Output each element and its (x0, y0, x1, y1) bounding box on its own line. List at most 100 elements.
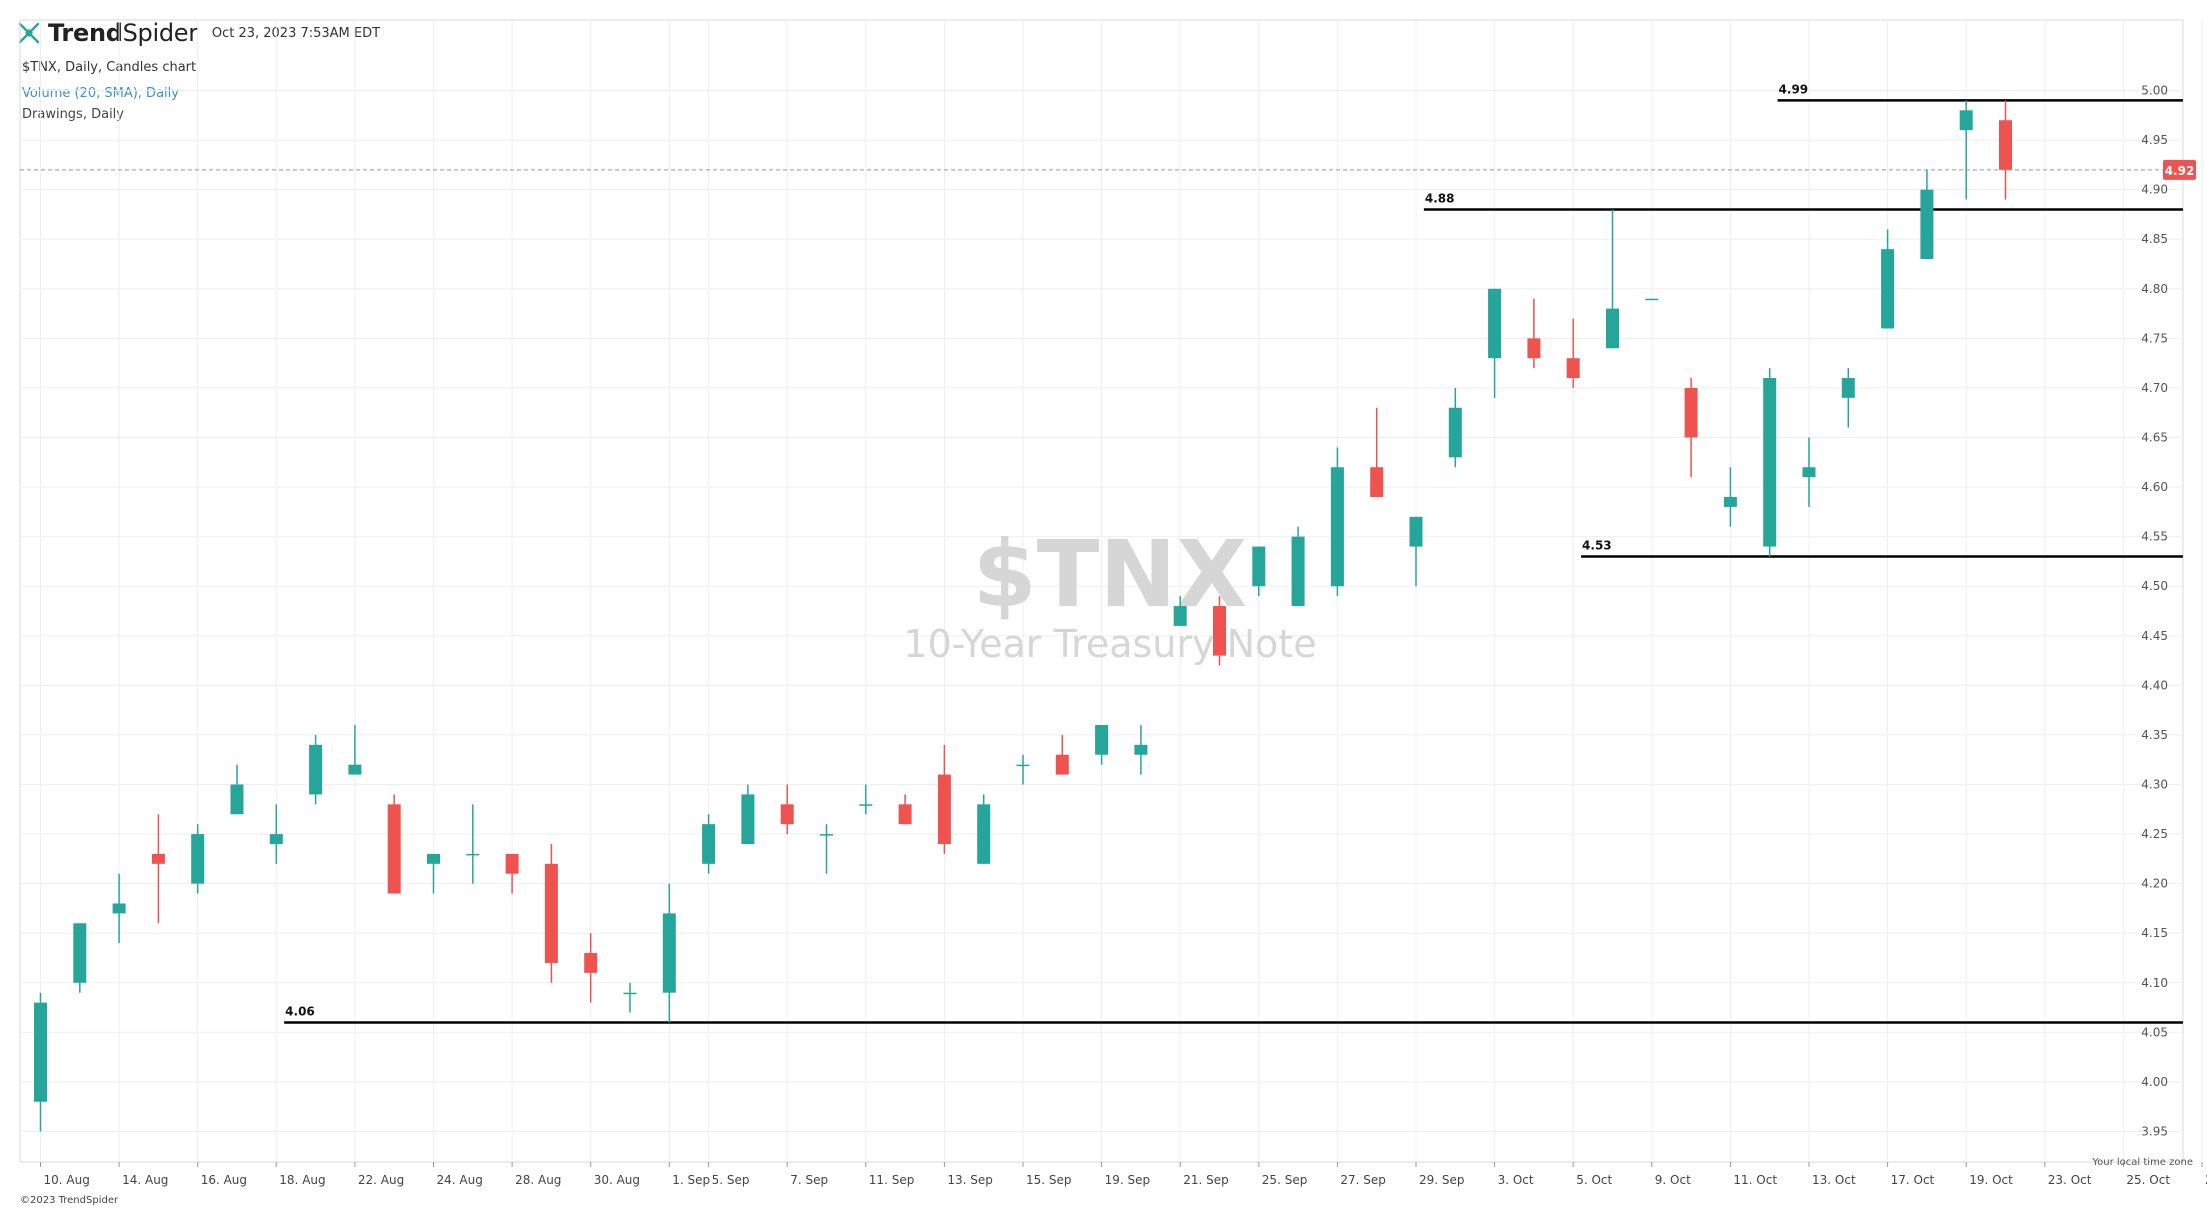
candle[interactable] (937, 744, 951, 854)
x-tick-label: 5. Oct (1576, 1173, 1612, 1187)
candle[interactable] (1645, 298, 1659, 301)
x-tick-label: 7. Sep (790, 1173, 828, 1187)
x-tick-label: 11. Sep (869, 1173, 915, 1187)
candle[interactable] (1016, 754, 1030, 785)
candle[interactable] (34, 992, 47, 1132)
candle-body (702, 824, 716, 864)
candle[interactable] (1213, 596, 1226, 666)
candle[interactable] (1330, 447, 1344, 597)
candle[interactable] (1959, 100, 1973, 200)
candle[interactable] (191, 824, 205, 894)
brand-rest: Spider (122, 19, 199, 47)
candle[interactable] (387, 794, 401, 894)
candle[interactable] (1527, 298, 1541, 369)
candle[interactable] (1291, 526, 1305, 607)
candle[interactable] (820, 824, 833, 874)
candle[interactable] (112, 873, 126, 944)
candles[interactable] (34, 100, 2012, 1132)
candle[interactable] (1841, 368, 1855, 428)
last-price-label: 4.92 (2165, 164, 2195, 178)
candle[interactable] (662, 883, 676, 1023)
candle-body (348, 764, 362, 775)
legend-drawings[interactable]: Drawings, Daily (22, 107, 124, 122)
candle[interactable] (1488, 288, 1502, 398)
candle[interactable] (1173, 596, 1187, 626)
candle[interactable] (427, 853, 440, 894)
y-tick-label: 3.95 (2141, 1125, 2168, 1139)
y-axis: 3.95 4.00 4.05 4.10 4.15 4.20 4.25 4.30 4.35 4.40… (2141, 84, 2168, 1139)
candle[interactable] (1134, 725, 1148, 775)
candle[interactable] (977, 794, 991, 864)
candle[interactable] (1095, 725, 1109, 765)
timezone-label[interactable]: Your local time zone (2092, 1157, 2193, 1168)
candle[interactable] (1448, 387, 1462, 468)
brand-name: TrendSpider (48, 19, 198, 47)
candle-body (1606, 308, 1619, 349)
trendspider-logo-icon (18, 22, 40, 44)
candle[interactable] (623, 982, 637, 1013)
candle-body (1448, 407, 1462, 458)
candle[interactable] (1999, 100, 2012, 200)
candle-body (1488, 288, 1502, 359)
candle[interactable] (702, 814, 716, 874)
x-tick-label: 1. Sep (672, 1173, 710, 1187)
x-tick-label: 27. Sep (1340, 1173, 1386, 1187)
candle[interactable] (1055, 734, 1069, 775)
candle-body (937, 774, 951, 844)
x-tick-label: 19. Oct (1969, 1173, 2013, 1187)
candle[interactable] (1763, 368, 1777, 557)
candle[interactable] (1606, 209, 1619, 349)
candle[interactable] (505, 853, 519, 894)
candle[interactable] (741, 784, 755, 844)
x-tick-label: 10. Aug (44, 1173, 90, 1187)
y-tick-label: 4.80 (2141, 282, 2168, 296)
candle-body (1291, 536, 1305, 607)
candle-body (1645, 298, 1659, 301)
candle[interactable] (898, 794, 912, 825)
candle-body (1055, 754, 1069, 775)
y-tick-label: 4.95 (2141, 133, 2168, 147)
candle-body (269, 834, 283, 844)
candle-body (1802, 467, 1816, 478)
candle[interactable] (780, 784, 794, 835)
candle-body (1409, 516, 1423, 547)
y-tick-label: 4.70 (2141, 381, 2168, 395)
candle[interactable] (73, 923, 87, 993)
horizontal-levels[interactable]: 4.99 4.88 4.53 4.06 (284, 82, 2183, 1024)
candle[interactable] (230, 764, 244, 815)
candle[interactable] (269, 804, 283, 864)
candle[interactable] (859, 784, 873, 815)
candle[interactable] (1370, 407, 1384, 497)
watermark-symbol: $TNX (973, 521, 1248, 628)
candle-body (898, 804, 912, 825)
candle[interactable] (309, 734, 323, 805)
candle[interactable] (1409, 516, 1423, 587)
candle[interactable] (1802, 437, 1816, 507)
y-tick-label: 4.60 (2141, 480, 2168, 494)
candle[interactable] (544, 843, 558, 983)
watermark: $TNX 10-Year Treasury Note (903, 521, 1316, 666)
candle[interactable] (1566, 318, 1580, 388)
y-tick-label: 4.20 (2141, 877, 2168, 891)
candle[interactable] (348, 725, 362, 775)
y-tick-label: 4.90 (2141, 183, 2168, 197)
legend-chart-info[interactable]: $TNX, Daily, Candles chart (22, 60, 197, 75)
candle[interactable] (1723, 467, 1737, 527)
candle[interactable] (151, 814, 165, 924)
candle[interactable] (584, 933, 598, 1003)
candle-body (230, 784, 244, 815)
x-tick-label: 15. Sep (1026, 1173, 1072, 1187)
candle[interactable] (1684, 378, 1698, 478)
candle[interactable] (1920, 169, 1934, 260)
x-tick-label: 16. Aug (201, 1173, 247, 1187)
y-tick-label: 4.05 (2141, 1025, 2168, 1039)
x-tick-label: 14. Aug (122, 1173, 168, 1187)
last-price-badge (2163, 159, 2196, 180)
candle-body (427, 853, 440, 864)
candle[interactable] (466, 804, 480, 884)
candle[interactable] (1881, 229, 1895, 329)
candle[interactable] (1252, 546, 1266, 597)
candle-body (387, 804, 401, 894)
legend-volume-indicator[interactable]: Volume (20, SMA), Daily (22, 86, 179, 101)
